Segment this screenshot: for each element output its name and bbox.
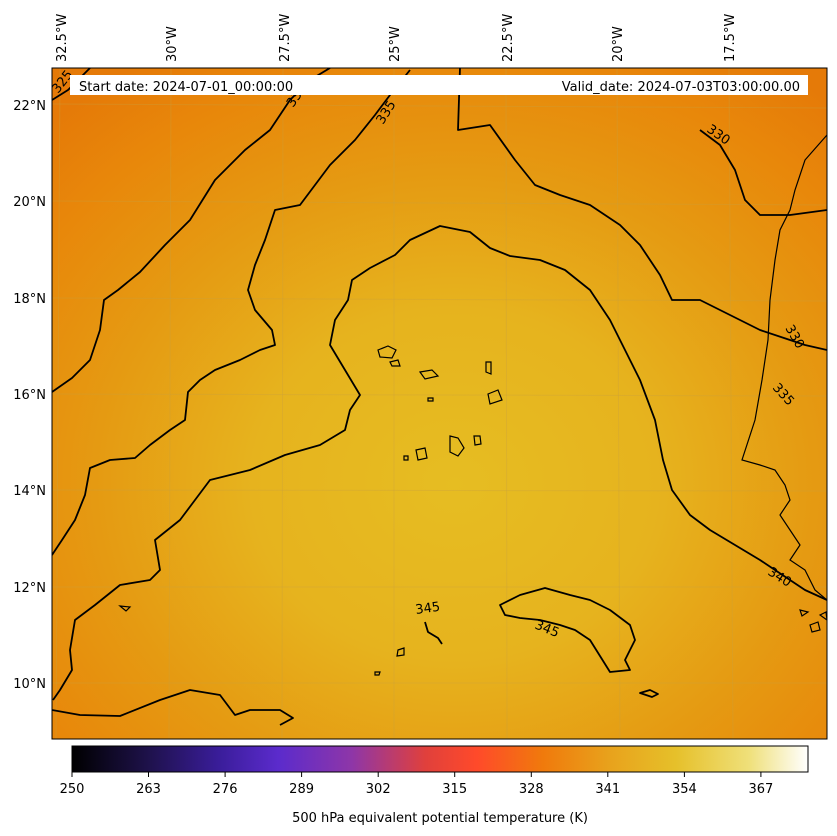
info-banner	[70, 75, 808, 95]
latitude-labels: 22°N 20°N 18°N 16°N 14°N 12°N 10°N	[13, 99, 46, 692]
lat-label-14n: 14°N	[13, 484, 46, 499]
island-maio	[473, 435, 482, 446]
island-santiago	[449, 435, 465, 457]
contour-340-south	[52, 689, 294, 726]
valid-date-text: Valid_date: 2024-07-03T03:00:00.00	[562, 80, 800, 95]
island-santa-luzia	[427, 397, 434, 402]
lon-label-32-5w: 32.5°W	[55, 14, 70, 62]
gridlines	[52, 68, 827, 739]
contour-330-ne	[699, 129, 827, 216]
contour-label-345-left: 345	[414, 600, 441, 618]
colorbar-tick-276: 276	[213, 782, 238, 797]
island-sao-vicente	[389, 359, 401, 367]
contour-330-west	[52, 68, 331, 393]
contour-345-right	[499, 587, 636, 673]
island-small-west	[118, 605, 132, 612]
start-date-text: Start date: 2024-07-01_00:00:00	[79, 80, 293, 95]
island-small-south1	[396, 647, 405, 657]
coast-africa	[741, 134, 827, 601]
lat-label-18n: 18°N	[13, 292, 46, 307]
map-panel: 325 330 335 330 330 335 340 345 345 Star…	[49, 67, 828, 740]
lat-label-22n: 22°N	[13, 99, 46, 114]
colorbar-ticks	[71, 772, 762, 777]
island-santo-antao	[377, 345, 397, 359]
colorbar: 250 263 276 289 302 315 328 341 354 367 …	[60, 745, 809, 826]
island-small-south2	[374, 671, 381, 676]
island-fogo	[415, 447, 428, 461]
colorbar-tick-263: 263	[136, 782, 161, 797]
colorbar-tick-354: 354	[672, 782, 697, 797]
colorbar-tick-302: 302	[366, 782, 391, 797]
contour-340-small	[639, 689, 659, 698]
lon-label-27-5w: 27.5°W	[278, 14, 293, 62]
colorbar-title: 500 hPa equivalent potential temperature…	[292, 811, 588, 826]
lat-label-20n: 20°N	[13, 195, 46, 210]
island-sao-nicolau	[418, 369, 440, 380]
lon-label-22-5w: 22.5°W	[501, 14, 516, 62]
colorbar-tick-341: 341	[595, 782, 620, 797]
colorbar-tick-250: 250	[60, 782, 85, 797]
island-sal	[485, 361, 492, 375]
colorbar-tick-315: 315	[442, 782, 467, 797]
lon-label-25w: 25°W	[388, 26, 403, 62]
contour-335-west	[52, 69, 411, 556]
colorbar-ramp	[71, 745, 809, 773]
lon-label-17-5w: 17.5°W	[723, 14, 738, 62]
lon-label-30w: 30°W	[165, 26, 180, 62]
contour-340	[52, 225, 827, 701]
longitude-labels: 32.5°W 30°W 27.5°W 25°W 22.5°W 20°W 17.5…	[55, 14, 738, 62]
lat-label-12n: 12°N	[13, 581, 46, 596]
contours	[52, 68, 827, 726]
island-brava	[403, 455, 409, 461]
map-frame	[51, 67, 828, 740]
island-boa-vista	[487, 389, 503, 405]
contour-345-left	[424, 621, 443, 645]
colorbar-tick-367: 367	[748, 782, 773, 797]
theta-e-field	[52, 68, 827, 739]
lat-label-10n: 10°N	[13, 677, 46, 692]
colorbar-tick-328: 328	[519, 782, 544, 797]
contour-330-east	[457, 68, 827, 351]
lon-label-20w: 20°W	[611, 26, 626, 62]
coastlines	[118, 134, 827, 676]
colorbar-tick-289: 289	[289, 782, 314, 797]
lat-label-16n: 16°N	[13, 388, 46, 403]
